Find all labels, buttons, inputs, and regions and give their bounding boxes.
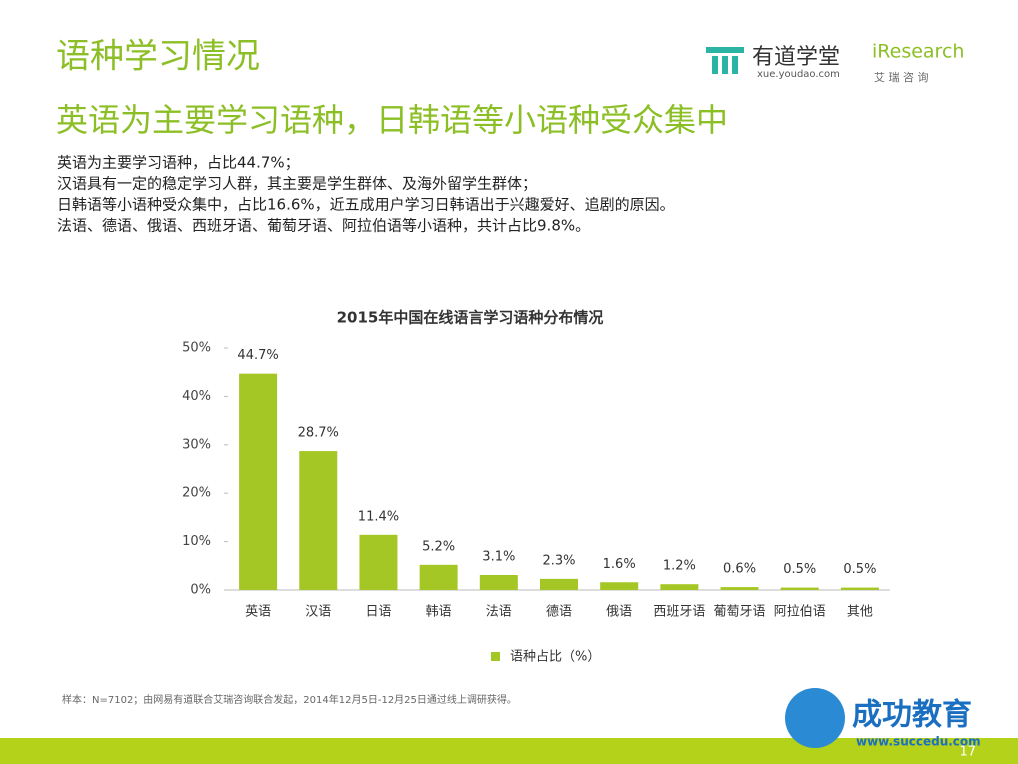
y-tick-label: 10% bbox=[182, 534, 211, 549]
x-tick-label: 西班牙语 bbox=[653, 605, 705, 620]
x-tick-label: 法语 bbox=[486, 605, 512, 620]
y-tick-label: 0% bbox=[190, 583, 211, 598]
logo-url: xue.youdao.com bbox=[757, 69, 840, 80]
bar bbox=[419, 564, 458, 590]
logo-url: www.succedu.com bbox=[856, 735, 981, 749]
data-label: 0.5% bbox=[843, 562, 876, 577]
body-line: 汉语具有一定的稳定学习人群，其主要是学生群体、及海外留学生群体； bbox=[57, 175, 537, 193]
footnote: 样本：N=7102；由网易有道联合艾瑞咨询联合发起，2014年12月5日-12月… bbox=[62, 693, 517, 706]
x-tick-label: 韩语 bbox=[426, 605, 452, 620]
legend-label: 语种占比（%） bbox=[510, 650, 600, 665]
data-label: 3.1% bbox=[482, 549, 515, 564]
legend-swatch bbox=[491, 652, 500, 661]
headline: 英语为主要学习语种，日韩语等小语种受众集中 bbox=[56, 101, 728, 139]
x-tick-label: 德语 bbox=[546, 605, 572, 620]
youdao-icon bbox=[706, 47, 744, 53]
chart-title: 2015年中国在线语言学习语种分布情况 bbox=[337, 309, 604, 327]
logo-text: 成功教育 bbox=[852, 698, 972, 733]
data-label: 1.2% bbox=[663, 559, 696, 574]
data-label: 28.7% bbox=[298, 426, 339, 441]
y-tick-label: 30% bbox=[182, 437, 211, 452]
y-tick-label: 50% bbox=[182, 341, 211, 356]
succedu-icon bbox=[785, 688, 845, 748]
logo-text: iResearch bbox=[872, 41, 964, 63]
data-label: 11.4% bbox=[358, 509, 399, 524]
bar bbox=[540, 578, 578, 590]
bar bbox=[780, 587, 819, 590]
logo-text: 有道学堂 bbox=[752, 45, 840, 70]
data-label: 0.5% bbox=[783, 562, 816, 577]
footer-band bbox=[0, 738, 1018, 764]
youdao-icon bbox=[712, 56, 718, 74]
x-tick-label: 俄语 bbox=[606, 605, 632, 620]
youdao-icon bbox=[732, 56, 738, 74]
body-line: 法语、德语、俄语、西班牙语、葡萄牙语、阿拉伯语等小语种，共计占比9.8%。 bbox=[57, 217, 590, 235]
data-label: 44.7% bbox=[237, 348, 278, 363]
data-label: 1.6% bbox=[603, 557, 636, 572]
y-tick-label: 40% bbox=[182, 389, 211, 404]
body-line: 英语为主要学习语种，占比44.7%； bbox=[57, 154, 300, 172]
bar bbox=[840, 587, 879, 590]
x-tick-label: 葡萄牙语 bbox=[714, 605, 766, 620]
x-tick-label: 汉语 bbox=[305, 605, 331, 620]
bar bbox=[359, 534, 398, 590]
x-tick-label: 英语 bbox=[245, 605, 271, 620]
bar bbox=[299, 451, 338, 590]
bar bbox=[720, 587, 759, 590]
logo-text: 艾 瑞 咨 询 bbox=[874, 70, 929, 84]
body-line: 日韩语等小语种受众集中，占比16.6%，近五成用户学习日韩语出于兴趣爱好、追剧的… bbox=[57, 196, 675, 214]
data-label: 5.2% bbox=[422, 539, 455, 554]
youdao-icon bbox=[722, 56, 728, 74]
x-tick-label: 阿拉伯语 bbox=[774, 605, 826, 620]
bar bbox=[239, 373, 278, 590]
page-number: 17 bbox=[959, 745, 976, 760]
x-tick-label: 日语 bbox=[365, 605, 391, 620]
bar bbox=[660, 584, 699, 590]
slide-title: 语种学习情况 bbox=[56, 37, 260, 77]
bar bbox=[600, 582, 639, 590]
data-label: 2.3% bbox=[542, 553, 575, 568]
y-tick-label: 20% bbox=[182, 486, 211, 501]
data-label: 0.6% bbox=[723, 562, 756, 577]
bar bbox=[479, 574, 518, 590]
x-tick-label: 其他 bbox=[847, 605, 873, 620]
